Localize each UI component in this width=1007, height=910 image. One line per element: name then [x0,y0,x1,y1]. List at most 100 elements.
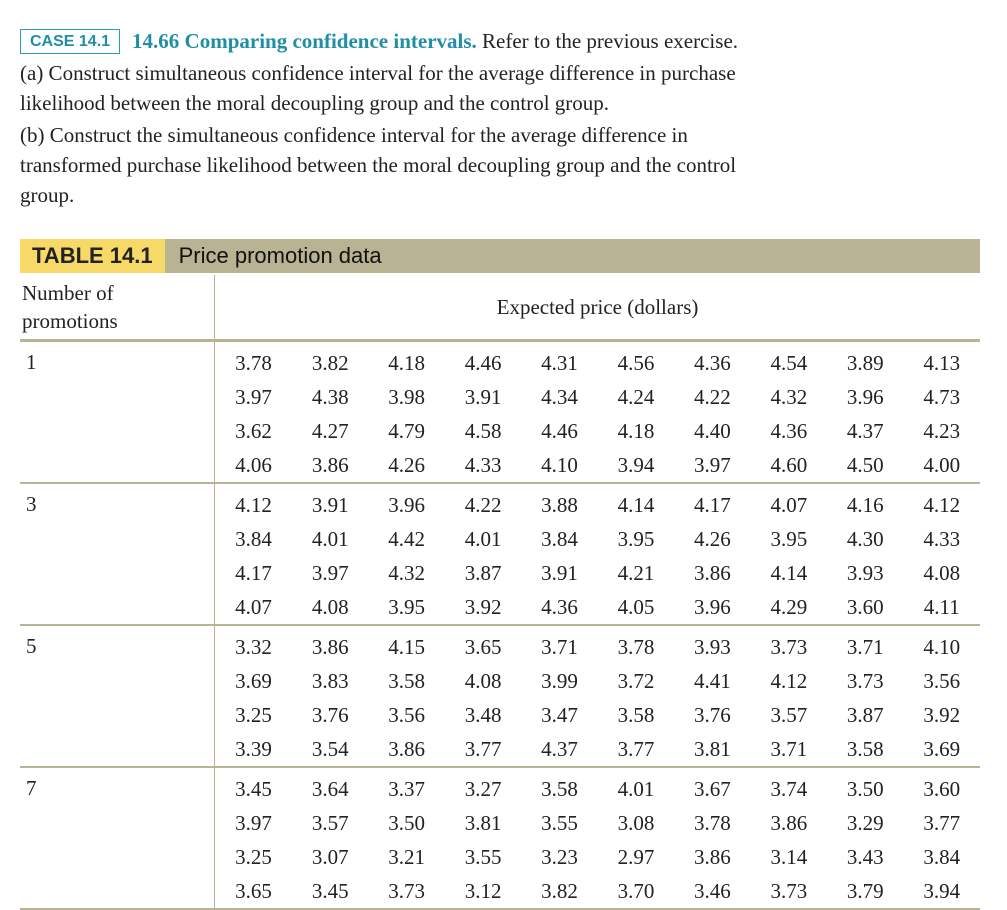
price-cell: 3.60 [923,776,961,801]
price-cell: 4.34 [541,384,578,409]
price-cell: 4.32 [388,560,426,585]
price-cell: 4.07 [235,594,272,619]
price-cell: 3.73 [846,668,884,693]
part-b-line-2: transformed purchase likelihood between … [20,153,737,177]
price-cell: 3.78 [617,634,655,659]
price-cell: 3.70 [617,878,655,903]
price-cell: 3.97 [694,452,731,477]
price-cell: 3.58 [846,736,884,761]
price-cell: 3.08 [617,810,655,835]
price-cell: 4.30 [846,526,884,551]
price-cell: 3.91 [311,492,349,517]
price-cell: 4.18 [617,418,655,443]
table-header-row: Number of promotions Expected price (dol… [20,275,980,341]
promotions-count-cell: 7 [20,767,215,909]
price-cell: 3.94 [617,452,655,477]
part-a-line-1: (a) Construct simultaneous confidence in… [20,61,736,85]
price-cell: 3.73 [770,634,808,659]
price-cell: 3.74 [770,776,808,801]
promotions-count-cell: 3 [20,483,215,625]
price-cell: 3.84 [923,844,961,869]
price-cell: 4.58 [464,418,502,443]
price-cell: 3.55 [464,844,502,869]
price-cell: 3.96 [846,384,884,409]
promotions-count-cell: 5 [20,625,215,767]
promotions-count-cell: 1 [20,340,215,483]
price-cell: 4.40 [694,418,731,443]
price-cell: 4.08 [311,594,349,619]
price-cell: 4.37 [541,736,578,761]
price-cell: 3.77 [923,810,961,835]
price-cell: 3.86 [311,634,349,659]
price-cell: 3.87 [464,560,502,585]
price-cell: 3.71 [770,736,808,761]
price-cell: 3.95 [770,526,808,551]
price-cell: 3.96 [694,594,731,619]
part-b-line-3: group. [20,183,75,207]
price-cell: 3.91 [541,560,578,585]
price-cell: 4.01 [464,526,502,551]
price-cell: 3.29 [846,810,884,835]
price-cell: 4.33 [923,526,961,551]
price-cell: 4.00 [923,452,961,477]
price-cell: 4.01 [617,776,655,801]
price-cell: 3.54 [311,736,349,761]
price-cell: 3.97 [311,560,349,585]
price-cell: 4.16 [846,492,884,517]
table-row: 3.62 4.27 4.79 4.58 4.46 4.18 4.40 4.36 4.37 4.23 [20,414,980,448]
price-cell: 3.88 [541,492,578,517]
table-row: 3.25 3.07 3.21 3.55 3.23 2.97 3.86 3.14 3.43 3.84 [20,840,980,874]
price-cell: 3.46 [694,878,731,903]
price-cell: 4.36 [770,418,808,443]
price-cell: 3.25 [235,844,272,869]
price-cell: 3.58 [541,776,578,801]
price-cell: 3.48 [464,702,502,727]
price-cell: 3.45 [235,776,272,801]
price-cell: 4.36 [694,350,731,375]
part-b-line-1: (b) Construct the simultaneous confidenc… [20,123,688,147]
case-badge: CASE 14.1 [20,29,121,54]
table-row: 3.97 3.57 3.50 3.81 3.55 3.08 3.78 3.86 3.29 3.77 [20,806,980,840]
price-cell: 3.97 [235,384,272,409]
exercise-title: 14.66 Comparing confidence intervals. [132,29,477,53]
table-row: 3 4.12 3.91 3.96 4.22 3.88 4.14 4.17 4.07 4.16 4.1… [20,483,980,625]
price-cell: 3.82 [311,350,349,375]
price-cell: 3.84 [541,526,578,551]
price-cell: 4.79 [388,418,426,443]
price-cell: 3.94 [923,878,961,903]
price-cell: 3.07 [311,844,349,869]
price-cell: 3.69 [923,736,961,761]
table-row: 5 3.32 3.86 4.15 3.65 3.71 3.78 3.93 3.73 3.71 4.1… [20,625,980,767]
table-row: 3.25 3.76 3.56 3.48 3.47 3.58 3.76 3.57 3.87 3.92 [20,698,980,732]
price-cell: 4.18 [388,350,426,375]
price-cell: 4.32 [770,384,808,409]
price-cell: 4.73 [923,384,961,409]
price-cell: 3.37 [388,776,426,801]
price-cell: 4.46 [541,418,578,443]
price-cell: 3.65 [464,634,502,659]
price-cell: 3.95 [617,526,655,551]
table-row: 7 3.45 3.64 3.37 3.27 3.58 4.01 3.67 3.74 3.50 3.6… [20,767,980,909]
price-cell: 3.64 [311,776,349,801]
exercise-intro: Refer to the previous exercise. [482,29,739,53]
price-cell: 3.21 [388,844,426,869]
price-cell: 3.79 [846,878,884,903]
price-cell: 4.08 [464,668,502,693]
table-row: 3.97 4.38 3.98 3.91 4.34 4.24 4.22 4.32 3.96 4.73 [20,380,980,414]
price-cell: 4.14 [617,492,655,517]
price-cell: 3.47 [541,702,578,727]
price-cell: 3.71 [846,634,884,659]
table-caption: Price promotion data [178,243,382,268]
price-cell: 3.71 [541,634,578,659]
price-cell: 3.67 [694,776,731,801]
price-cell: 4.22 [464,492,502,517]
part-a-line-2: likelihood between the moral decoupling … [20,91,610,115]
price-cell: 3.58 [388,668,426,693]
price-cell: 3.62 [235,418,272,443]
promotions-header-line-2: promotions [22,309,118,333]
price-cell: 4.54 [770,350,808,375]
price-cell: 4.08 [923,560,961,585]
price-cell: 3.12 [464,878,502,903]
price-cell: 4.33 [464,452,502,477]
